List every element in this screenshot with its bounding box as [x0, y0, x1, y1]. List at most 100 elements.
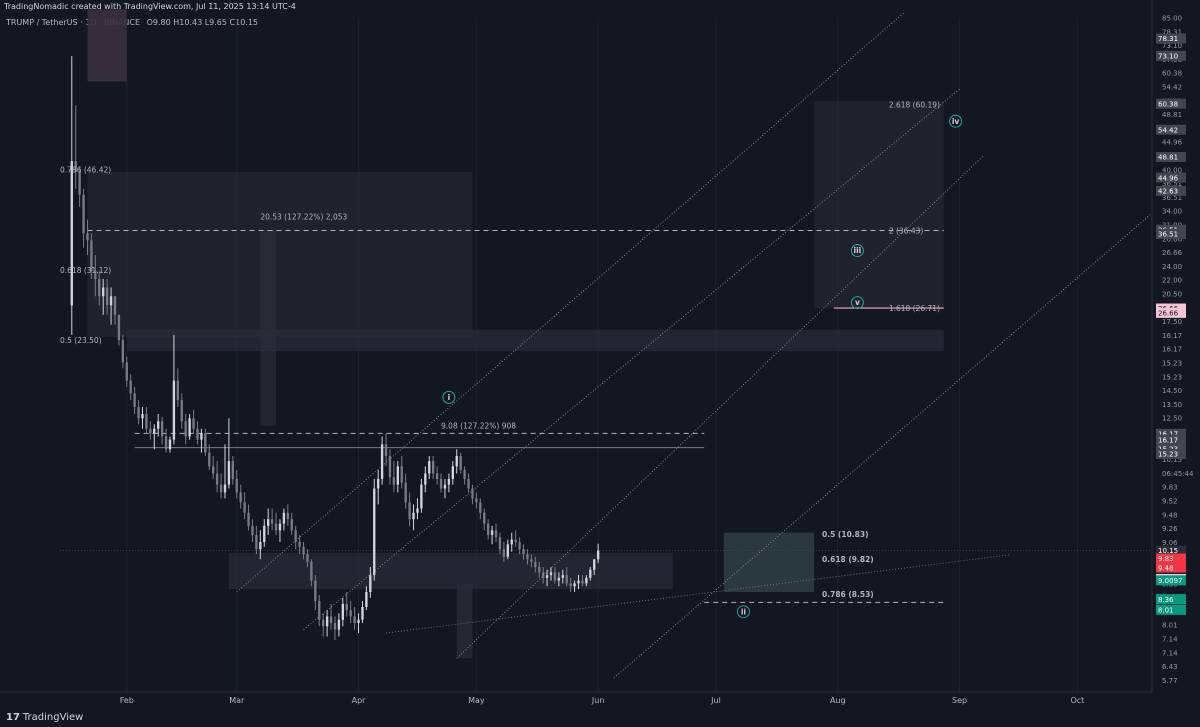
candle: [361, 600, 364, 623]
price-tick-label: 36.51: [1162, 180, 1182, 188]
candle-body: [212, 466, 215, 474]
candle-body: [589, 569, 592, 578]
price-tag-bg: [1156, 307, 1186, 318]
candle: [431, 455, 435, 480]
candle-body: [94, 270, 97, 279]
candle: [380, 436, 384, 485]
candle: [518, 537, 521, 555]
candle: [74, 105, 77, 189]
candle-body: [251, 525, 254, 535]
fib-label: 2 (36.43): [889, 226, 924, 235]
candle-body: [341, 603, 344, 620]
price-tag-bg: [1156, 50, 1186, 61]
candle: [483, 508, 486, 531]
price-tag: 16.17: [1156, 434, 1186, 445]
candle: [408, 492, 411, 526]
candle-body: [353, 616, 356, 623]
candle: [94, 255, 97, 297]
price-tag-label: 60.38: [1158, 100, 1178, 108]
channel-line: [303, 88, 960, 630]
candle-body: [443, 484, 447, 489]
candle-body: [561, 575, 564, 578]
candle: [353, 607, 356, 630]
candle-body: [565, 575, 568, 584]
candle: [337, 613, 341, 637]
wave-text: ii: [741, 607, 746, 616]
candle-body: [70, 161, 73, 306]
candle: [577, 575, 580, 590]
price-tick-label: 15.23: [1162, 373, 1182, 381]
price-tag: 16.17: [1156, 428, 1186, 439]
candle: [215, 461, 219, 493]
candle-body: [176, 380, 180, 401]
price-chart[interactable]: 0.786 (46.42) 0.618 (31.12) 0.5 (23.50) 20.…: [0, 0, 1200, 708]
candle-body: [337, 619, 341, 630]
price-tag-label: 16.17: [1158, 431, 1178, 439]
candle: [424, 466, 427, 493]
price-tag-bg: [1156, 545, 1186, 556]
candle: [486, 519, 490, 540]
candle-body: [365, 592, 368, 608]
price-tick-label: 6.43: [1162, 663, 1178, 671]
candle: [538, 561, 541, 578]
candle: [90, 233, 93, 279]
candle-body: [160, 421, 164, 437]
candle: [86, 219, 89, 256]
candle: [259, 530, 262, 560]
price-tick-label: 9.52: [1162, 498, 1178, 506]
fib-label: 0.786 (46.42): [60, 166, 111, 175]
tradingview-logo[interactable]: 17 TradingView: [6, 712, 83, 723]
candle: [141, 406, 144, 429]
symbol-pair[interactable]: TRUMP / TetherUS · 1D · BINANCE: [6, 18, 141, 27]
trend-lines: [60, 11, 1153, 679]
candle: [498, 532, 502, 555]
price-tag-label: 44.96: [1158, 174, 1179, 182]
time-tick-jul: Jul: [710, 696, 721, 705]
price-tag-label: 78.31: [1158, 35, 1178, 43]
candle-body: [274, 523, 278, 531]
candle: [306, 549, 309, 568]
candle-body: [168, 439, 172, 450]
candle-body: [388, 455, 392, 478]
candle-body: [530, 559, 533, 562]
fib-label: 1.618 (26.71): [889, 304, 940, 313]
candle-body: [541, 572, 545, 578]
wave-label-iii: iii: [850, 244, 864, 258]
price-tick-label: 36.51: [1162, 194, 1182, 202]
candle: [428, 455, 431, 480]
candle-body: [408, 502, 411, 520]
price-tag-label: 9.0097: [1158, 577, 1183, 585]
candle: [125, 356, 128, 387]
candle-body: [392, 477, 396, 485]
candle: [247, 504, 250, 531]
time-axis[interactable]: Feb Mar Apr May Jun Jul Aug Sep Oct: [0, 691, 1152, 705]
candle-body: [302, 546, 305, 555]
candle: [223, 444, 227, 499]
candle: [117, 314, 121, 346]
channel-line: [456, 155, 984, 659]
candle: [369, 567, 372, 598]
price-tag-label: 42.63: [1158, 188, 1178, 196]
wave-text: iv: [952, 117, 960, 126]
candle-body: [573, 583, 576, 587]
zone-box: [814, 101, 944, 309]
candle-body: [180, 400, 183, 422]
candle: [278, 519, 282, 542]
fib-label: 0.5 (23.50): [60, 336, 102, 345]
candle: [455, 449, 458, 474]
candle: [467, 473, 470, 493]
candle-body: [498, 537, 502, 550]
candle: [208, 444, 211, 470]
candle: [310, 559, 313, 587]
candle-body: [157, 421, 160, 429]
price-tag: 60.38: [1156, 98, 1186, 109]
price-tag-bg: [1156, 228, 1186, 239]
candle-body: [235, 479, 238, 493]
candle-body: [349, 610, 352, 617]
candle-body: [215, 473, 219, 485]
candle: [231, 455, 235, 485]
price-tag-bg: [1156, 98, 1186, 109]
candle-body: [259, 541, 262, 550]
candle: [526, 549, 529, 565]
price-axis[interactable]: 85.0078.3173.1067.0060.3854.4251.0048.81…: [1151, 0, 1200, 708]
